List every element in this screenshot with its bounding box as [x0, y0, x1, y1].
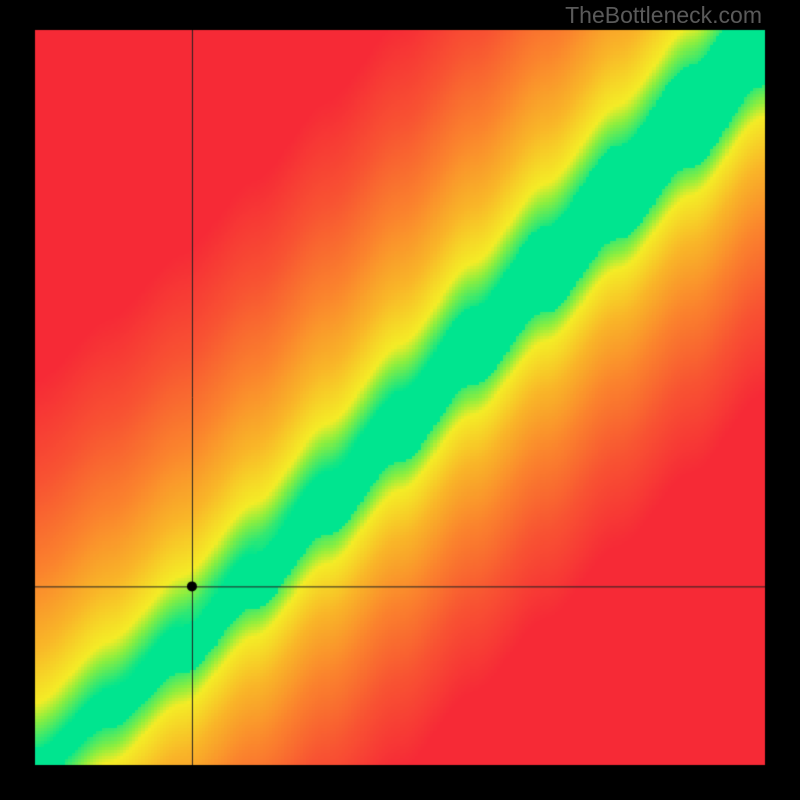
- bottleneck-heatmap: [0, 0, 800, 800]
- watermark-text: TheBottleneck.com: [565, 2, 762, 29]
